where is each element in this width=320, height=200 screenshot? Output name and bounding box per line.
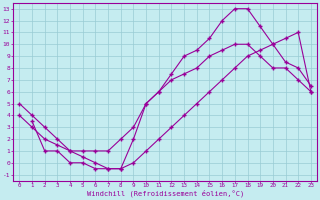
X-axis label: Windchill (Refroidissement éolien,°C): Windchill (Refroidissement éolien,°C) xyxy=(86,190,244,197)
